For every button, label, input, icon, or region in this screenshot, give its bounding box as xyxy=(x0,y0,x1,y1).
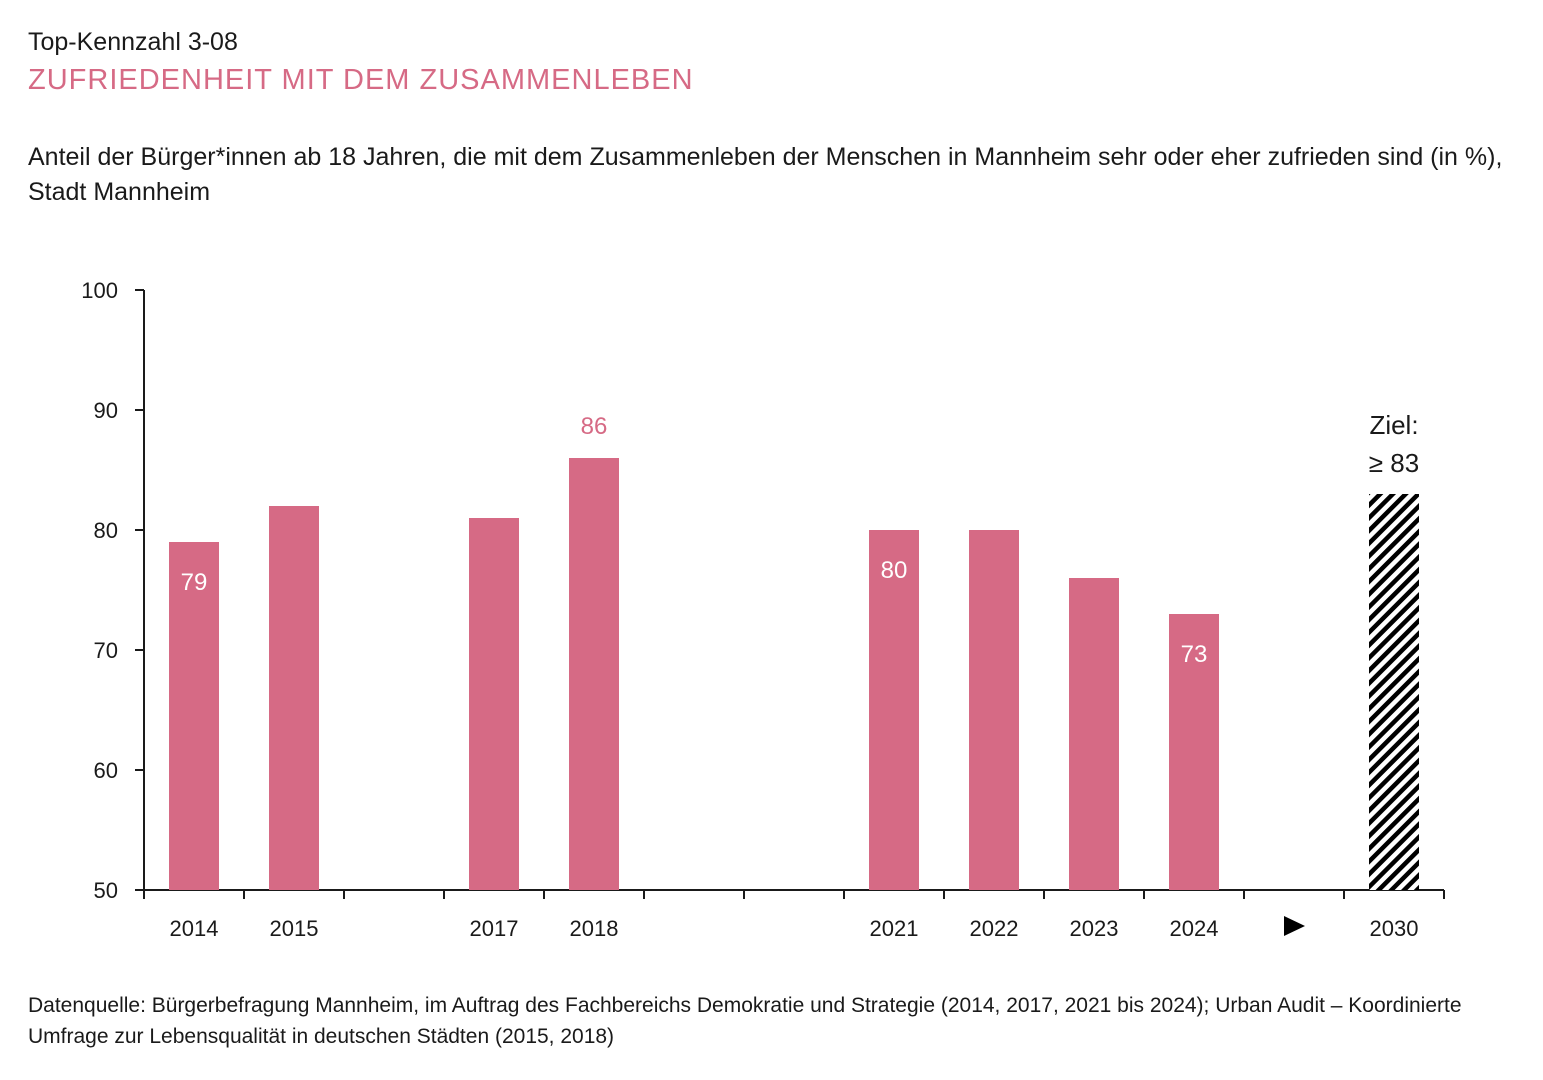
bar xyxy=(569,458,619,890)
y-tick-label: 80 xyxy=(94,518,118,543)
y-tick-label: 70 xyxy=(94,638,118,663)
y-axis: 50 60 70 80 90 100 xyxy=(81,278,145,903)
y-tick-label: 60 xyxy=(94,758,118,783)
data-source-note: Datenquelle: Bürgerbefragung Mannheim, i… xyxy=(28,994,1462,1048)
bar xyxy=(969,530,1019,890)
goal-label-value: ≥ 83 xyxy=(1369,448,1419,478)
data-label: 86 xyxy=(581,413,608,440)
bar xyxy=(269,506,319,890)
arrow-right-icon xyxy=(1284,916,1305,936)
x-tick-label: 2030 xyxy=(1370,916,1419,941)
chart-subtitle: Anteil der Bürger*innen ab 18 Jahren, di… xyxy=(28,143,1503,206)
y-tick-label: 50 xyxy=(94,878,118,903)
goal-label-title: Ziel: xyxy=(1369,410,1418,440)
bar xyxy=(169,542,219,890)
bar xyxy=(1169,614,1219,890)
x-tick-label: 2023 xyxy=(1070,916,1119,941)
y-tick-label: 90 xyxy=(94,398,118,423)
x-tick-label: 2021 xyxy=(870,916,919,941)
bar xyxy=(469,518,519,890)
x-tick-label: 2014 xyxy=(170,916,219,941)
y-tick-label: 100 xyxy=(81,278,118,303)
bars xyxy=(169,458,1419,890)
x-tick-label: 2018 xyxy=(570,916,619,941)
data-label: 73 xyxy=(1181,641,1208,668)
goal-bar xyxy=(1369,494,1419,890)
data-label: 80 xyxy=(881,557,908,584)
chart-title: ZUFRIEDENHEIT MIT DEM ZUSAMMENLEBEN xyxy=(28,64,694,96)
bar xyxy=(869,530,919,890)
data-label: 79 xyxy=(181,569,208,596)
x-tick-label: 2017 xyxy=(470,916,519,941)
data-labels: 79 86 80 73 Ziel: ≥ 83 xyxy=(181,410,1420,668)
x-axis: 2014 2015 2017 2018 2021 2022 2023 2024 2030 xyxy=(143,889,1445,941)
bar xyxy=(1069,578,1119,890)
x-tick-label: 2015 xyxy=(270,916,319,941)
x-tick-label: 2022 xyxy=(970,916,1019,941)
kennzahl-label: Top-Kennzahl 3-08 xyxy=(28,28,238,56)
x-tick-label: 2024 xyxy=(1170,916,1219,941)
